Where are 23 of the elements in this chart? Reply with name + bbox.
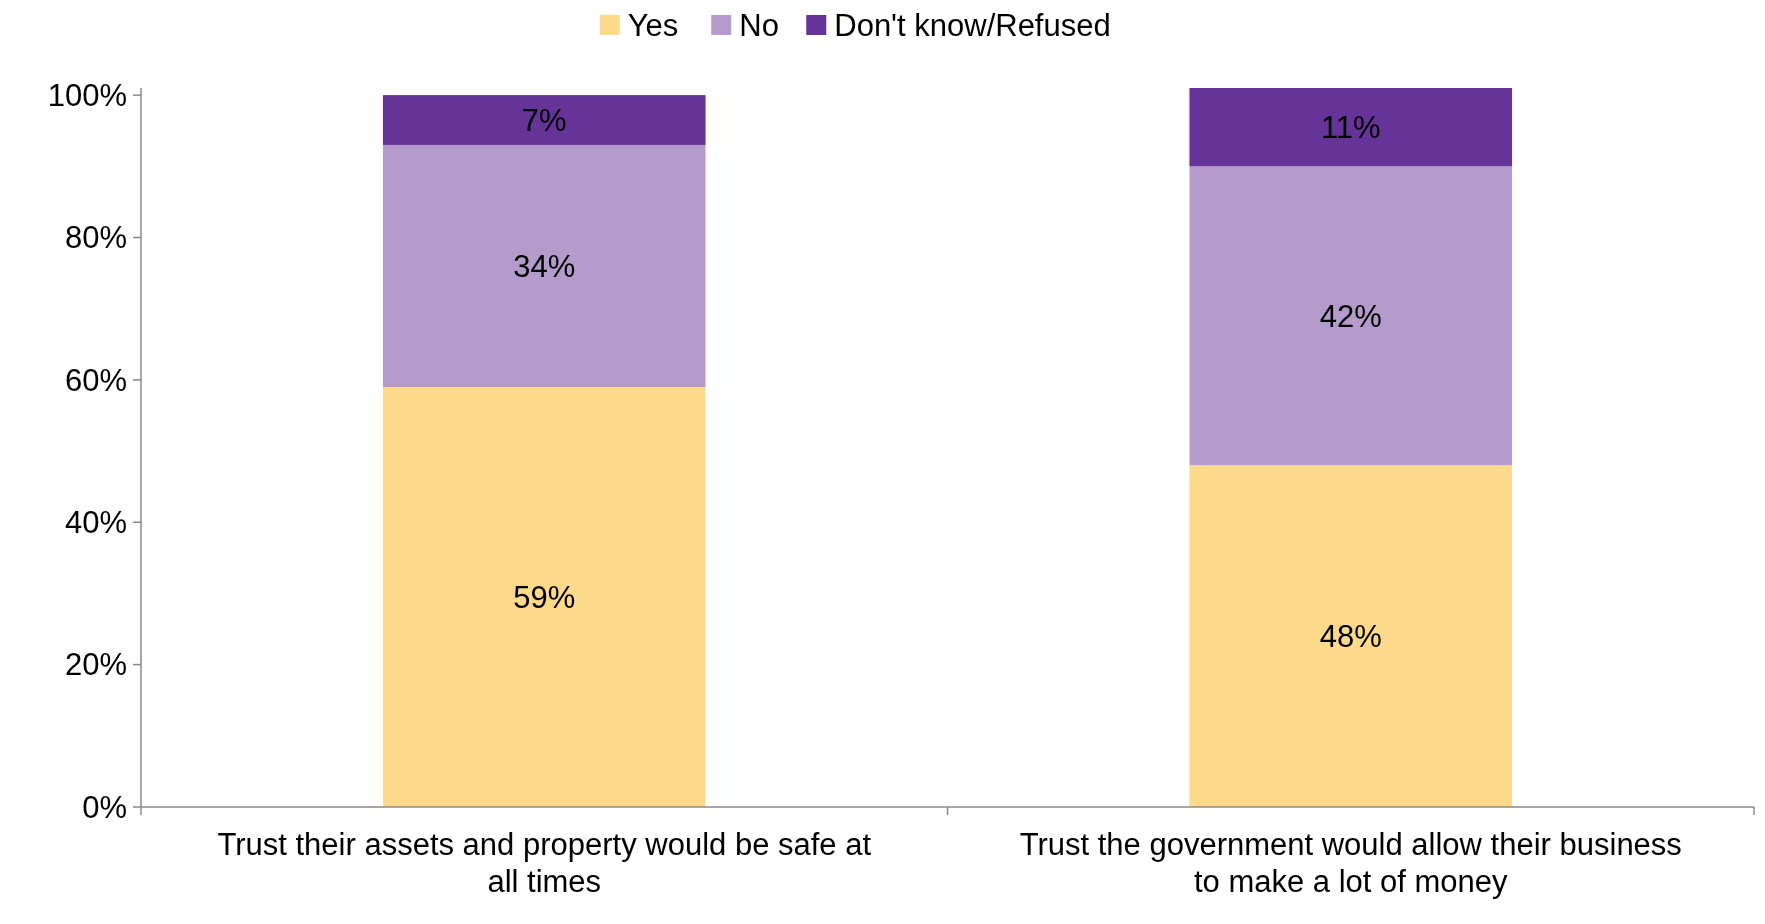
bar bbox=[1189, 88, 1513, 167]
y-tick-label: 100% bbox=[47, 77, 127, 113]
data-label: 11% bbox=[1320, 110, 1381, 145]
y-tick-label: 60% bbox=[64, 362, 127, 398]
y-tick-label: 0% bbox=[82, 789, 127, 825]
data-label: 7% bbox=[521, 102, 567, 138]
y-tick-label: 40% bbox=[64, 505, 127, 541]
data-label: 34% bbox=[513, 248, 576, 284]
legend-label: No bbox=[739, 7, 779, 43]
x-tick-label: Trust their assets and property would be safe at all times bbox=[217, 827, 872, 899]
data-label: 59% bbox=[513, 579, 576, 615]
bar bbox=[382, 144, 706, 387]
bar bbox=[382, 386, 706, 807]
legend-label: Yes bbox=[627, 7, 679, 43]
bar bbox=[382, 95, 706, 145]
x-tick-label: Trust the government would allow their business to make a lot of money bbox=[1019, 827, 1682, 899]
data-label: 42% bbox=[1319, 298, 1382, 334]
bar bbox=[1189, 166, 1513, 466]
data-label: 48% bbox=[1319, 619, 1382, 654]
y-tick-label: 80% bbox=[64, 220, 127, 256]
legend-label: Don't know/Refused bbox=[834, 7, 1111, 43]
bar bbox=[1189, 465, 1513, 807]
y-tick-label: 20% bbox=[64, 647, 127, 683]
